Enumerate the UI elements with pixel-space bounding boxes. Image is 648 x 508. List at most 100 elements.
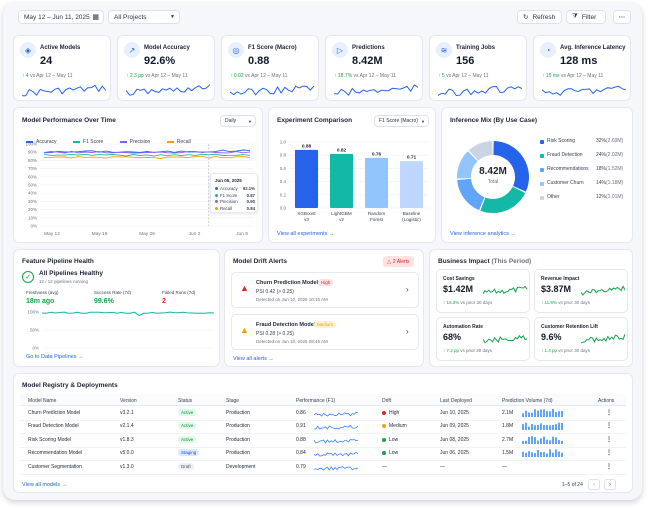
row-actions-kebab-icon[interactable]: ⋮ bbox=[606, 423, 612, 430]
row-actions-kebab-icon[interactable]: ⋮ bbox=[606, 436, 612, 443]
kpi-card[interactable]: ◔ Avg. Inference Latency 128 ms ↑ 15 ms vs … bbox=[533, 35, 631, 101]
y-tick-label: 0.8 bbox=[280, 153, 287, 158]
impact-tile[interactable]: Customer Retention Lift 9.6% ↑ 1.4 pp vs p… bbox=[534, 317, 628, 361]
kpi-card[interactable]: ≋ Training Jobs 156 ↑ 5 vs Apr 12 – May 11 bbox=[429, 35, 527, 101]
mix-legend-item[interactable]: Fraud Detection 24% (2.02M) bbox=[540, 152, 632, 160]
volume-bar bbox=[561, 440, 563, 444]
calendar-icon: ▦ bbox=[92, 14, 99, 21]
layers-icon: ≋ bbox=[436, 42, 452, 58]
column-header[interactable]: Actions bbox=[598, 398, 615, 404]
project-select[interactable]: All Projects ▼ bbox=[108, 10, 180, 24]
volume-bars bbox=[522, 423, 563, 431]
kpi-card[interactable]: ◈ Active Models 24 ↑ 4 vs Apr 12 – May 11 bbox=[13, 35, 111, 101]
impact-sparkline bbox=[483, 334, 527, 344]
metric-select[interactable]: F1 Score (Macro) ▼ bbox=[374, 115, 429, 127]
view-experiments-link[interactable]: View all experiments → bbox=[277, 231, 335, 237]
kpi-card[interactable]: ◎ F1 Score (Macro) 0.88 ↑ 0.02 vs Apr 12 – … bbox=[221, 35, 319, 101]
column-header[interactable]: Drift bbox=[382, 398, 392, 404]
volume-bar bbox=[537, 450, 539, 458]
column-header[interactable]: Status bbox=[178, 398, 193, 404]
row-actions-kebab-icon[interactable]: ⋮ bbox=[606, 410, 612, 416]
sparkline-path bbox=[581, 285, 625, 296]
impact-tile-value: 68% bbox=[443, 332, 462, 342]
sparkline-path bbox=[22, 84, 106, 97]
column-header[interactable]: Prediction Volume (7d) bbox=[502, 398, 553, 404]
legend-label: Accuracy bbox=[36, 139, 57, 145]
legend-f1[interactable]: F1 Score bbox=[73, 139, 103, 145]
row-actions-kebab-icon[interactable]: ⋮ bbox=[606, 463, 612, 470]
legend-precision[interactable]: Precision bbox=[119, 139, 150, 145]
refresh-button[interactable]: ↻ Refresh bbox=[517, 10, 562, 24]
model-name[interactable]: Risk Scoring Model bbox=[28, 436, 72, 443]
drift-dot-icon bbox=[382, 424, 386, 429]
view-inference-link[interactable]: View inference analytics → bbox=[450, 231, 516, 237]
column-header[interactable]: Performance (F1) bbox=[296, 398, 336, 404]
volume-bar bbox=[552, 409, 554, 417]
table-row[interactable] bbox=[20, 421, 626, 435]
kpi-delta: ↑ 15 ms vs Apr 12 – May 11 bbox=[542, 73, 603, 79]
mix-legend-item[interactable]: Customer Churn 14% (1.18M) bbox=[540, 180, 632, 188]
inference-donut[interactable] bbox=[450, 134, 536, 220]
next-page-button[interactable]: › bbox=[604, 479, 616, 490]
volume-bar bbox=[546, 411, 548, 417]
tooltip-row: Precision 0.90 bbox=[215, 199, 255, 204]
volume-bar bbox=[534, 409, 536, 417]
mix-legend-item[interactable]: Other 12% (1.01M) bbox=[540, 194, 632, 202]
legend-recall[interactable]: Recall bbox=[166, 139, 191, 145]
mix-legend-item[interactable]: Risk Scoring 32% (2.69M) bbox=[540, 138, 632, 146]
impact-delta-sub: vs prior 30 days bbox=[460, 348, 493, 353]
bar-value-label: 0.82 bbox=[337, 147, 347, 153]
model-name[interactable]: Recommendation Model bbox=[28, 450, 83, 457]
volume-bar bbox=[558, 423, 560, 431]
alerts-count-badge[interactable]: △ 2 Alerts bbox=[383, 256, 414, 267]
volume-bar bbox=[549, 440, 551, 444]
table-row[interactable] bbox=[20, 435, 626, 448]
alert-detected: Detected on Jun 10, 2025 08:45 AM bbox=[256, 339, 328, 344]
sparkline-path bbox=[483, 334, 527, 344]
sparkline-path bbox=[314, 465, 358, 471]
impact-tile[interactable]: Cost Savings $1.42M ↑ 16.3% vs prior 30 da… bbox=[436, 269, 530, 313]
kpi-card[interactable]: ↗ Model Accuracy 92.6% ↑ 2.3 pp vs Apr 12 –… bbox=[117, 35, 215, 101]
donut-center-label: Total bbox=[487, 179, 499, 185]
model-name[interactable]: Churn Prediction Model bbox=[28, 410, 81, 416]
sparkline-path bbox=[438, 85, 522, 97]
mix-val: (1.18M) bbox=[606, 180, 624, 186]
pipeline-chart[interactable]: 100% 50% 0% bbox=[18, 308, 218, 352]
impact-tile[interactable]: Revenue Impact $3.87M ↑ 11.8% vs prior 30 … bbox=[534, 269, 628, 313]
more-options-button[interactable]: ··· bbox=[613, 10, 631, 24]
view-alerts-link[interactable]: View all alerts → bbox=[233, 356, 274, 362]
mix-legend-item[interactable]: Recommendations 18% (1.52M) bbox=[540, 166, 632, 174]
row-actions-kebab-icon[interactable]: ⋮ bbox=[606, 450, 612, 457]
column-header[interactable]: Last Deployed bbox=[440, 398, 472, 404]
volume-bar bbox=[525, 440, 527, 444]
series-line-f1-score bbox=[43, 153, 251, 157]
kpi-title: Predictions bbox=[352, 45, 385, 51]
volume-bar bbox=[534, 436, 536, 444]
drift-alert-item[interactable]: ▲ Fraud Detection Model Medium PSI 0.28 (> … bbox=[231, 314, 419, 350]
kpi-delta: ↑ 2.3 pp vs Apr 12 – May 11 bbox=[126, 73, 188, 79]
data-pipelines-link[interactable]: Go to Data Pipelines → bbox=[26, 354, 84, 360]
model-name[interactable]: Fraud Detection Model bbox=[28, 423, 79, 430]
legend-accuracy[interactable]: Accuracy bbox=[26, 139, 57, 145]
table-row[interactable] bbox=[20, 408, 626, 421]
prev-page-button[interactable]: ‹ bbox=[588, 479, 600, 490]
model-name[interactable]: Customer Segmentation bbox=[28, 463, 82, 470]
column-header[interactable]: Model Name bbox=[28, 398, 57, 404]
kpi-card[interactable]: ▷ Predictions 8.42M ↑ 18.7% vs Apr 12 – May… bbox=[325, 35, 423, 101]
x-tick-label: Jun 2 bbox=[189, 231, 201, 237]
period-select[interactable]: Daily ▼ bbox=[220, 115, 256, 127]
kpi-value: 0.88 bbox=[248, 55, 270, 67]
view-models-link[interactable]: View all models → bbox=[22, 482, 68, 488]
impact-sparkline bbox=[581, 334, 625, 344]
impact-tile[interactable]: Automation Rate 68% ↑ 7.2 pp vs prior 30 d… bbox=[436, 317, 530, 361]
drift-alert-item[interactable]: ▲ Churn Prediction Model High PSI 0.42 (> 0… bbox=[231, 272, 419, 308]
filter-button[interactable]: ⧩ Filter bbox=[566, 10, 606, 24]
table-row[interactable] bbox=[20, 448, 626, 462]
table-row[interactable] bbox=[20, 462, 626, 475]
tooltip-row: F1 Score 0.87 bbox=[215, 193, 255, 198]
target-icon: ◎ bbox=[228, 42, 244, 58]
date-range-picker[interactable]: May 12 – Jun 11, 2025 ▦ bbox=[18, 10, 104, 24]
column-header[interactable]: Version bbox=[120, 398, 137, 404]
column-header[interactable]: Stage bbox=[226, 398, 240, 404]
